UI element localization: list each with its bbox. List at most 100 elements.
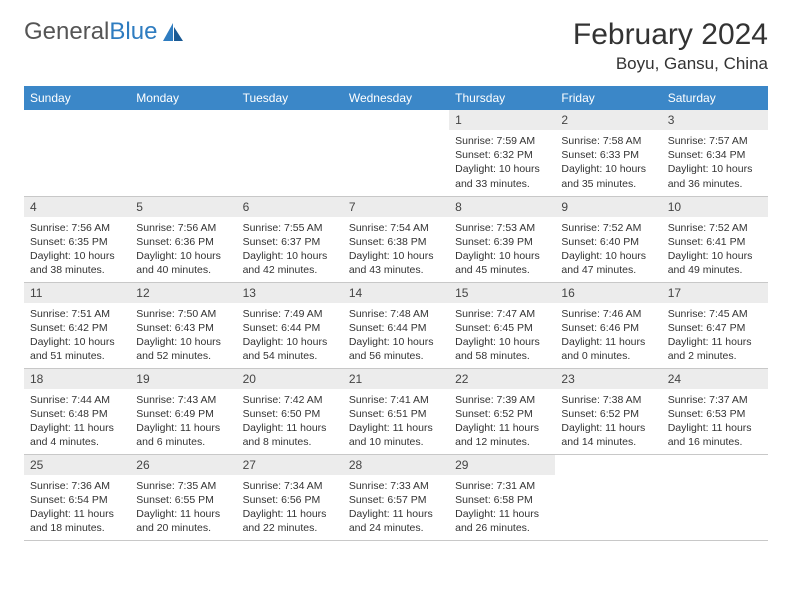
sunset: Sunset: 6:38 PM (349, 235, 443, 249)
day-details: Sunrise: 7:53 AMSunset: 6:39 PMDaylight:… (449, 217, 555, 282)
sunset: Sunset: 6:56 PM (243, 493, 337, 507)
daylight: Daylight: 11 hours and 4 minutes. (30, 421, 124, 449)
day-number-empty (343, 110, 449, 130)
logo-text: GeneralBlue (24, 18, 157, 46)
day-details: Sunrise: 7:44 AMSunset: 6:48 PMDaylight:… (24, 389, 130, 454)
sunrise: Sunrise: 7:52 AM (668, 221, 762, 235)
day-number: 2 (555, 110, 661, 130)
sunrise: Sunrise: 7:45 AM (668, 307, 762, 321)
sunrise: Sunrise: 7:58 AM (561, 134, 655, 148)
sunrise: Sunrise: 7:59 AM (455, 134, 549, 148)
sunset: Sunset: 6:54 PM (30, 493, 124, 507)
day-number: 19 (130, 369, 236, 389)
day-number: 21 (343, 369, 449, 389)
sunrise: Sunrise: 7:44 AM (30, 393, 124, 407)
day-details: Sunrise: 7:47 AMSunset: 6:45 PMDaylight:… (449, 303, 555, 368)
sunset: Sunset: 6:55 PM (136, 493, 230, 507)
sunset: Sunset: 6:42 PM (30, 321, 124, 335)
day-details: Sunrise: 7:56 AMSunset: 6:35 PMDaylight:… (24, 217, 130, 282)
day-number-empty (555, 455, 661, 475)
sunrise: Sunrise: 7:47 AM (455, 307, 549, 321)
sunrise: Sunrise: 7:33 AM (349, 479, 443, 493)
sunrise: Sunrise: 7:50 AM (136, 307, 230, 321)
day-number: 25 (24, 455, 130, 475)
daylight: Daylight: 10 hours and 40 minutes. (136, 249, 230, 277)
day-details: Sunrise: 7:37 AMSunset: 6:53 PMDaylight:… (662, 389, 768, 454)
day-details: Sunrise: 7:43 AMSunset: 6:49 PMDaylight:… (130, 389, 236, 454)
sunrise: Sunrise: 7:55 AM (243, 221, 337, 235)
day-number: 24 (662, 369, 768, 389)
sunset: Sunset: 6:34 PM (668, 148, 762, 162)
day-number: 7 (343, 197, 449, 217)
sunset: Sunset: 6:36 PM (136, 235, 230, 249)
day-number: 9 (555, 197, 661, 217)
calendar-cell: 1Sunrise: 7:59 AMSunset: 6:32 PMDaylight… (449, 110, 555, 196)
daylight: Daylight: 11 hours and 6 minutes. (136, 421, 230, 449)
sunrise: Sunrise: 7:39 AM (455, 393, 549, 407)
calendar-cell: 15Sunrise: 7:47 AMSunset: 6:45 PMDayligh… (449, 282, 555, 368)
day-details: Sunrise: 7:52 AMSunset: 6:40 PMDaylight:… (555, 217, 661, 282)
day-number: 29 (449, 455, 555, 475)
calendar-cell: 29Sunrise: 7:31 AMSunset: 6:58 PMDayligh… (449, 454, 555, 540)
daylight: Daylight: 11 hours and 0 minutes. (561, 335, 655, 363)
sunrise: Sunrise: 7:56 AM (136, 221, 230, 235)
day-number: 4 (24, 197, 130, 217)
calendar-cell: 25Sunrise: 7:36 AMSunset: 6:54 PMDayligh… (24, 454, 130, 540)
sunrise: Sunrise: 7:53 AM (455, 221, 549, 235)
calendar-week: 4Sunrise: 7:56 AMSunset: 6:35 PMDaylight… (24, 196, 768, 282)
sunrise: Sunrise: 7:56 AM (30, 221, 124, 235)
daylight: Daylight: 11 hours and 26 minutes. (455, 507, 549, 535)
sunset: Sunset: 6:43 PM (136, 321, 230, 335)
calendar-cell (130, 110, 236, 196)
sunset: Sunset: 6:40 PM (561, 235, 655, 249)
calendar-cell: 11Sunrise: 7:51 AMSunset: 6:42 PMDayligh… (24, 282, 130, 368)
day-number: 15 (449, 283, 555, 303)
weekday-header: Tuesday (237, 86, 343, 110)
day-details: Sunrise: 7:31 AMSunset: 6:58 PMDaylight:… (449, 475, 555, 540)
sunrise: Sunrise: 7:57 AM (668, 134, 762, 148)
sunset: Sunset: 6:49 PM (136, 407, 230, 421)
day-details: Sunrise: 7:46 AMSunset: 6:46 PMDaylight:… (555, 303, 661, 368)
day-details: Sunrise: 7:57 AMSunset: 6:34 PMDaylight:… (662, 130, 768, 195)
calendar-head: SundayMondayTuesdayWednesdayThursdayFrid… (24, 86, 768, 110)
weekday-header: Sunday (24, 86, 130, 110)
day-number: 27 (237, 455, 343, 475)
calendar-cell (555, 454, 661, 540)
sunrise: Sunrise: 7:37 AM (668, 393, 762, 407)
sunset: Sunset: 6:52 PM (455, 407, 549, 421)
calendar-cell: 7Sunrise: 7:54 AMSunset: 6:38 PMDaylight… (343, 196, 449, 282)
day-details: Sunrise: 7:48 AMSunset: 6:44 PMDaylight:… (343, 303, 449, 368)
daylight: Daylight: 11 hours and 8 minutes. (243, 421, 337, 449)
calendar-week: 25Sunrise: 7:36 AMSunset: 6:54 PMDayligh… (24, 454, 768, 540)
calendar-cell: 5 Sunrise: 7:56 AMSunset: 6:36 PMDaylight… (130, 196, 236, 282)
day-number: 6 (237, 197, 343, 217)
daylight: Daylight: 10 hours and 43 minutes. (349, 249, 443, 277)
calendar-cell: 21Sunrise: 7:41 AMSunset: 6:51 PMDayligh… (343, 368, 449, 454)
calendar-cell: 3Sunrise: 7:57 AMSunset: 6:34 PMDaylight… (662, 110, 768, 196)
daylight: Daylight: 10 hours and 33 minutes. (455, 162, 549, 190)
calendar-cell (343, 110, 449, 196)
day-number: 5 (130, 197, 236, 217)
daylight: Daylight: 10 hours and 35 minutes. (561, 162, 655, 190)
daylight: Daylight: 10 hours and 36 minutes. (668, 162, 762, 190)
sunrise: Sunrise: 7:38 AM (561, 393, 655, 407)
sunrise: Sunrise: 7:35 AM (136, 479, 230, 493)
day-number: 11 (24, 283, 130, 303)
title-block: February 2024 Boyu, Gansu, China (573, 18, 768, 74)
day-number: 26 (130, 455, 236, 475)
sunrise: Sunrise: 7:51 AM (30, 307, 124, 321)
sunrise: Sunrise: 7:43 AM (136, 393, 230, 407)
sunset: Sunset: 6:41 PM (668, 235, 762, 249)
calendar-cell: 22Sunrise: 7:39 AMSunset: 6:52 PMDayligh… (449, 368, 555, 454)
sunset: Sunset: 6:35 PM (30, 235, 124, 249)
sail-icon (161, 21, 185, 43)
calendar-week: 11 Sunrise: 7:51 AMSunset: 6:42 PM Dayligh… (24, 282, 768, 368)
day-number-empty (130, 110, 236, 130)
sunrise: Sunrise: 7:52 AM (561, 221, 655, 235)
sunrise: Sunrise: 7:46 AM (561, 307, 655, 321)
calendar-cell: 16Sunrise: 7:46 AMSunset: 6:46 PMDayligh… (555, 282, 661, 368)
day-number: 13 (237, 283, 343, 303)
calendar-cell: 23Sunrise: 7:38 AMSunset: 6:52 PMDayligh… (555, 368, 661, 454)
sunset: Sunset: 6:47 PM (668, 321, 762, 335)
calendar-cell: 28Sunrise: 7:33 AMSunset: 6:57 PMDayligh… (343, 454, 449, 540)
